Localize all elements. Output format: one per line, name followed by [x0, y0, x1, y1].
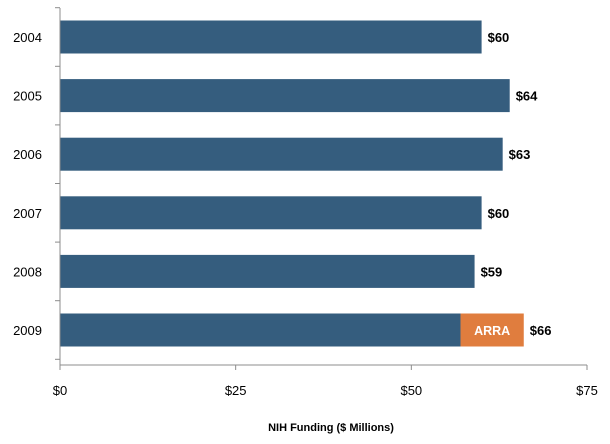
bar-segment	[60, 254, 475, 288]
category-label: 2004	[13, 30, 42, 45]
data-label: $64	[516, 89, 538, 104]
bars-layer	[60, 20, 524, 347]
category-label: 2009	[13, 323, 42, 338]
x-tick-label: $25	[225, 383, 247, 398]
category-label: 2006	[13, 147, 42, 162]
bar-segment	[60, 137, 503, 171]
bar-segment	[60, 313, 461, 347]
x-tick-label: $0	[53, 383, 67, 398]
x-tick-label: $75	[576, 383, 598, 398]
bar-segment	[60, 196, 482, 230]
category-label: 2008	[13, 264, 42, 279]
data-label: $59	[481, 264, 503, 279]
arra-bar-segment	[460, 313, 524, 347]
bar-segment	[60, 79, 510, 113]
axis-layer: $0 $25 $50 $75	[53, 7, 598, 398]
bar-segment	[60, 20, 482, 54]
data-label: $63	[509, 147, 531, 162]
x-tick-label: $50	[400, 383, 422, 398]
category-label: 2007	[13, 206, 42, 221]
data-label: $66	[530, 323, 552, 338]
data-label: $60	[488, 30, 510, 45]
x-axis-title: NIH Funding ($ Millions)	[268, 422, 394, 434]
data-label: $60	[488, 206, 510, 221]
labels-layer: 2004 $60 2005 $64 2006 $63 2007 $60 2008 $59 2009 A…	[13, 30, 551, 338]
segment-label: ARRA	[474, 324, 510, 338]
category-label: 2005	[13, 89, 42, 104]
